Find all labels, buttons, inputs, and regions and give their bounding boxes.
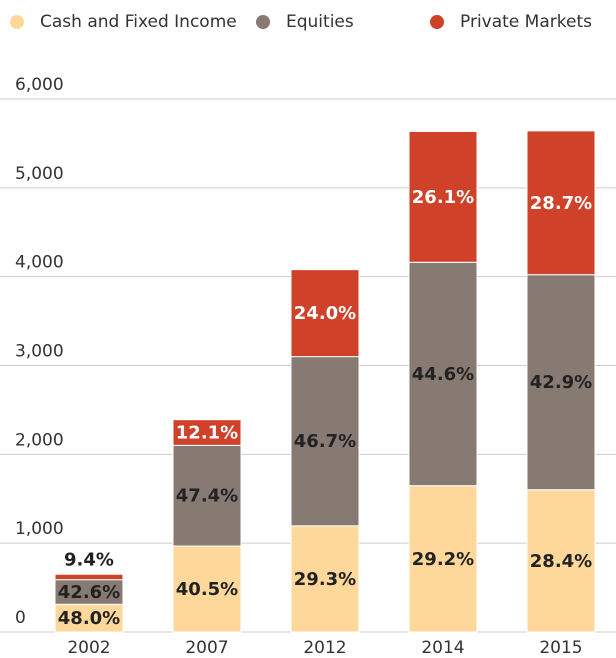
bar-segment — [172, 419, 242, 446]
segment-label: 12.1% — [176, 423, 238, 444]
bar-segment — [408, 261, 478, 487]
bar-segment — [526, 489, 596, 633]
y-tick-label: 4,000 — [15, 253, 64, 273]
bar-segment — [172, 444, 242, 547]
bar-segment — [290, 525, 360, 633]
bar-segment — [54, 573, 124, 581]
x-tick-label: 2007 — [185, 638, 228, 658]
bar-segment — [290, 356, 360, 527]
x-tick-label: 2002 — [67, 638, 110, 658]
x-tick-label: 2012 — [303, 638, 346, 658]
y-tick-label: 1,000 — [15, 519, 64, 539]
segment-label: 26.1% — [412, 187, 474, 208]
x-tick-label: 2014 — [421, 638, 464, 658]
segment-label: 46.7% — [294, 431, 356, 452]
y-tick-label: 3,000 — [15, 342, 64, 362]
segment-label: 28.4% — [530, 551, 592, 572]
legend-label: Cash and Fixed Income — [40, 12, 237, 32]
segment-label: 42.9% — [530, 372, 592, 393]
legend-marker — [10, 15, 24, 29]
bar-segment — [54, 603, 124, 633]
segment-label: 47.4% — [176, 486, 238, 507]
bar-segment — [408, 131, 478, 263]
bar-segment — [526, 274, 596, 491]
segment-label: 29.3% — [294, 569, 356, 590]
legend-label: Equities — [286, 12, 354, 32]
bar-segment — [408, 485, 478, 633]
legend-label: Private Markets — [460, 12, 592, 32]
bar-segment — [290, 269, 360, 358]
bar-segment — [526, 130, 596, 276]
segment-label: 28.7% — [530, 193, 592, 214]
y-tick-label: 6,000 — [15, 75, 64, 95]
y-tick-label: 2,000 — [15, 430, 64, 450]
segment-label: 24.0% — [294, 303, 356, 324]
segment-label: 44.6% — [412, 364, 474, 385]
segment-label: 48.0% — [58, 608, 120, 629]
segment-label: 42.6% — [58, 582, 120, 603]
legend-marker — [256, 15, 270, 29]
x-tick-label: 2015 — [539, 638, 582, 658]
y-tick-label: 0 — [15, 608, 26, 628]
segment-label: 9.4% — [64, 549, 114, 570]
bar-segment — [172, 545, 242, 633]
segment-label: 40.5% — [176, 579, 238, 600]
bar-segment — [54, 579, 124, 605]
y-tick-label: 5,000 — [15, 164, 64, 184]
segment-label: 29.2% — [412, 549, 474, 570]
legend-marker — [430, 15, 444, 29]
